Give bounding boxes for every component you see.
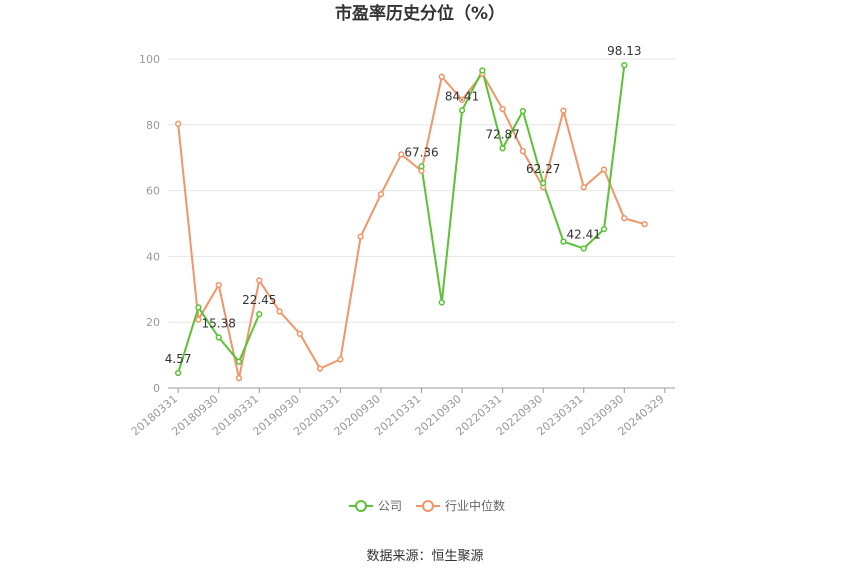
axes: 0204060801002018033120180930201903312019… — [129, 53, 675, 438]
legend-item-1[interactable]: 行业中位数 — [416, 498, 505, 513]
series-point-1[interactable] — [174, 120, 182, 127]
data-label: 72.87 — [485, 127, 519, 141]
legend-label: 公司 — [378, 499, 402, 513]
legend[interactable]: 公司 行业中位数 — [349, 498, 505, 513]
series-point-0[interactable] — [256, 310, 263, 318]
series-point-1[interactable] — [337, 356, 344, 363]
series-point-1[interactable] — [499, 105, 506, 113]
data-labels: 4.57 15.38 22.45 67.36 84.41 72.87 62.27 42.41 9… — [165, 44, 642, 366]
series-point-1[interactable] — [276, 308, 283, 315]
series-point-0[interactable] — [560, 238, 567, 245]
data-label: 4.57 — [165, 352, 192, 366]
legend-swatch-marker — [422, 500, 434, 512]
series-point-0[interactable] — [600, 225, 608, 233]
series-point-1[interactable] — [458, 96, 466, 103]
series-point-0[interactable] — [479, 67, 486, 74]
series-point-0[interactable] — [195, 304, 202, 311]
data-label: 67.36 — [404, 145, 438, 159]
data-label: 84.41 — [445, 89, 479, 103]
series-point-0[interactable] — [621, 62, 628, 69]
y-tick-label: 0 — [153, 382, 160, 395]
series-point-1[interactable] — [398, 151, 405, 158]
series-point-1[interactable] — [438, 73, 445, 80]
data-label: 62.27 — [526, 162, 560, 176]
legend-label: 行业中位数 — [445, 498, 505, 513]
data-label: 42.41 — [567, 227, 601, 241]
data-label: 98.13 — [607, 44, 641, 58]
series-point-1[interactable] — [215, 281, 222, 289]
series-point-0[interactable] — [499, 145, 506, 152]
series-point-0[interactable] — [519, 107, 527, 115]
series-lines — [177, 65, 645, 380]
series-point-0[interactable] — [235, 358, 243, 365]
series-point-1[interactable] — [195, 316, 202, 323]
series-point-1[interactable] — [296, 330, 303, 337]
y-tick-label: 40 — [146, 250, 160, 263]
legend-item-0[interactable]: 公司 — [349, 499, 402, 513]
y-tick-label: 20 — [146, 316, 160, 329]
series-point-1[interactable] — [621, 215, 628, 222]
source-note: 数据来源：恒生聚源 — [366, 549, 483, 564]
series-point-1[interactable] — [641, 221, 648, 228]
series-point-1[interactable] — [580, 184, 587, 191]
series-point-0[interactable] — [540, 179, 547, 187]
series-line-1 — [177, 72, 645, 380]
series-point-0[interactable] — [580, 245, 587, 252]
series-point-1[interactable] — [560, 107, 567, 114]
series-point-1[interactable] — [357, 233, 364, 240]
series-point-0[interactable] — [215, 334, 222, 341]
series-point-1[interactable] — [235, 374, 243, 382]
series-point-1[interactable] — [519, 147, 527, 155]
data-label: 22.45 — [242, 293, 276, 307]
series-points — [174, 62, 648, 382]
series-point-0[interactable] — [438, 299, 445, 306]
series-point-0[interactable] — [458, 107, 466, 114]
y-tick-label: 60 — [146, 185, 160, 198]
series-point-0[interactable] — [174, 369, 182, 377]
data-label: 15.38 — [202, 316, 236, 330]
series-point-1[interactable] — [256, 277, 263, 284]
y-tick-label: 80 — [146, 119, 160, 132]
series-point-1[interactable] — [600, 166, 608, 173]
legend-swatch-marker — [355, 500, 367, 512]
y-tick-label: 100 — [139, 53, 160, 66]
grid — [168, 58, 675, 323]
series-point-1[interactable] — [316, 365, 324, 372]
series-point-1[interactable] — [377, 191, 385, 198]
chart-title: 市盈率历史分位（%） — [335, 3, 505, 24]
series-point-0[interactable] — [418, 163, 425, 170]
